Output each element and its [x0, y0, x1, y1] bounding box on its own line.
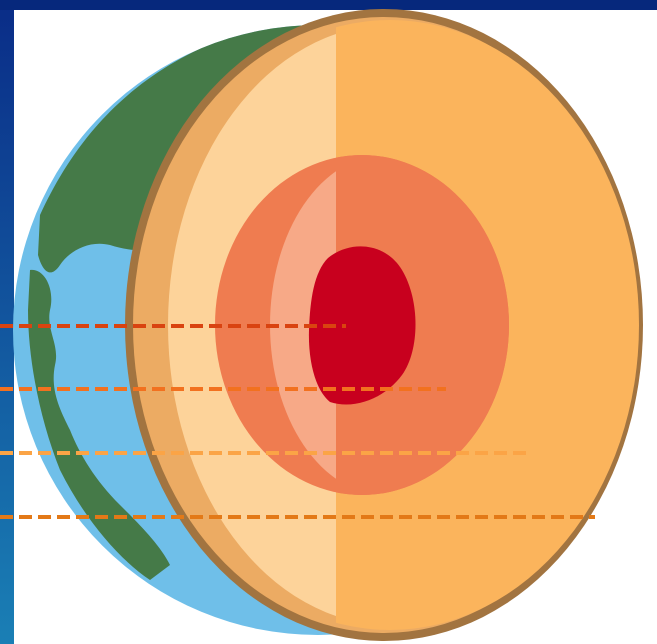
earth-layers-diagram — [0, 0, 657, 644]
earth-cross-section — [0, 0, 657, 644]
